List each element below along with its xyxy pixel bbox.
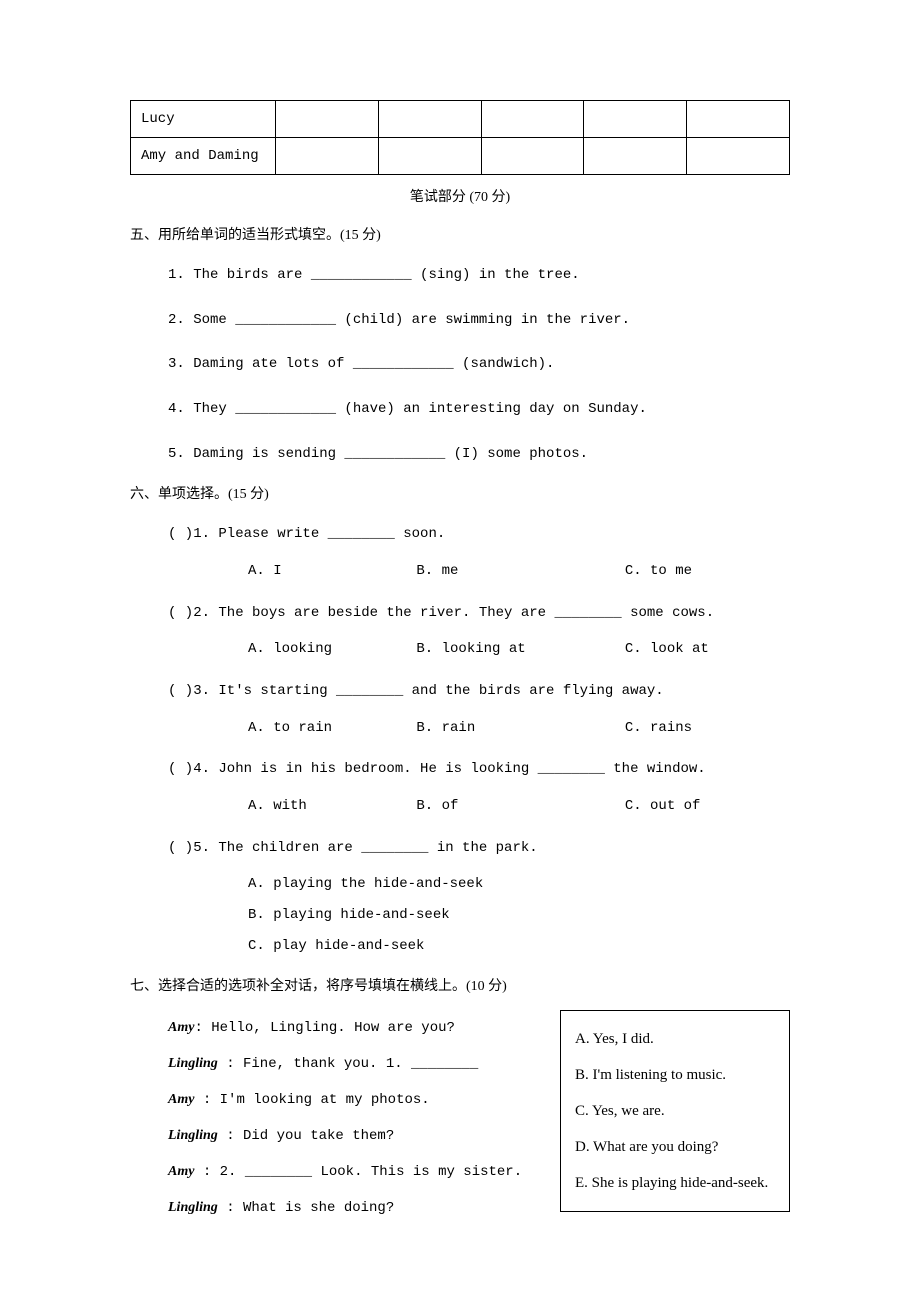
- section5-q5: 5. Daming is sending ____________ (I) so…: [168, 439, 790, 470]
- table-cell: [481, 101, 584, 138]
- speaker: Lingling: [168, 1056, 218, 1071]
- section6-q2-options: A. looking B. looking at C. look at: [248, 634, 790, 665]
- page-container: Lucy Amy and Daming 笔试部分 (70 分) 五、用所给单词的…: [0, 0, 920, 1302]
- option-b: B. rain: [416, 713, 616, 744]
- table-cell: [378, 101, 481, 138]
- dialog-text: : Hello, Lingling. How are you?: [194, 1020, 454, 1036]
- section6-questions: ( )1. Please write ________ soon. A. I B…: [168, 518, 790, 962]
- option-a: A. with: [248, 791, 408, 822]
- speaker: Amy: [168, 1020, 194, 1035]
- option-c: C. look at: [625, 634, 709, 665]
- dialog-line: Amy : 2. ________ Look. This is my siste…: [168, 1154, 552, 1190]
- section6-q5-stem: ( )5. The children are ________ in the p…: [168, 832, 790, 866]
- dialog-text: : Fine, thank you. 1. ________: [218, 1056, 478, 1072]
- section6-q2-stem: ( )2. The boys are beside the river. The…: [168, 597, 790, 631]
- speaker: Amy: [168, 1092, 194, 1107]
- section6-q1-options: A. I B. me C. to me: [248, 556, 790, 587]
- section6-q4-options: A. with B. of C. out of: [248, 791, 790, 822]
- section6-q3-stem: ( )3. It's starting ________ and the bir…: [168, 675, 790, 709]
- table-cell: [275, 138, 378, 175]
- dialog-text: : I'm looking at my photos.: [194, 1092, 429, 1108]
- option-b: B. me: [416, 556, 616, 587]
- speaker: Lingling: [168, 1200, 218, 1215]
- option-a: A. playing the hide-and-seek: [248, 869, 790, 900]
- option-a: A. I: [248, 556, 408, 587]
- table-cell: [275, 101, 378, 138]
- section5-q4: 4. They ____________ (have) an interesti…: [168, 394, 790, 425]
- dialog-text: : Did you take them?: [218, 1128, 394, 1144]
- section6-q5-options: A. playing the hide-and-seek B. playing …: [248, 869, 790, 961]
- option-c: C. rains: [625, 713, 692, 744]
- option-b: B. looking at: [416, 634, 616, 665]
- table-cell: [584, 138, 687, 175]
- data-table: Lucy Amy and Daming: [130, 100, 790, 175]
- box-option-c: C. Yes, we are.: [575, 1093, 775, 1129]
- options-box: A. Yes, I did. B. I'm listening to music…: [560, 1010, 790, 1212]
- written-part-title: 笔试部分 (70 分): [130, 187, 790, 209]
- section6-heading: 六、单项选择。(15 分): [130, 484, 790, 506]
- dialog-line: Lingling : Did you take them?: [168, 1118, 552, 1154]
- section6-q1-stem: ( )1. Please write ________ soon.: [168, 518, 790, 552]
- section7-heading: 七、选择合适的选项补全对话，将序号填填在横线上。(10 分): [130, 976, 790, 998]
- section6-q4-stem: ( )4. John is in his bedroom. He is look…: [168, 753, 790, 787]
- option-b: B. playing hide-and-seek: [248, 900, 790, 931]
- table-cell: [687, 101, 790, 138]
- table-cell: [481, 138, 584, 175]
- box-option-a: A. Yes, I did.: [575, 1021, 775, 1057]
- section5-q1: 1. The birds are ____________ (sing) in …: [168, 260, 790, 291]
- box-option-b: B. I'm listening to music.: [575, 1057, 775, 1093]
- dialog-text: : What is she doing?: [218, 1200, 394, 1216]
- table-cell: [687, 138, 790, 175]
- dialog-line: Amy: Hello, Lingling. How are you?: [168, 1010, 552, 1046]
- option-c: C. play hide-and-seek: [248, 931, 790, 962]
- section5-q3: 3. Daming ate lots of ____________ (sand…: [168, 349, 790, 380]
- table-cell: Amy and Daming: [131, 138, 276, 175]
- dialog-line: Lingling : What is she doing?: [168, 1190, 552, 1226]
- dialog-line: Amy : I'm looking at my photos.: [168, 1082, 552, 1118]
- box-option-e: E. She is playing hide-and-seek.: [575, 1165, 775, 1201]
- section6-q3-options: A. to rain B. rain C. rains: [248, 713, 790, 744]
- option-b: B. of: [416, 791, 616, 822]
- dialog-text: : 2. ________ Look. This is my sister.: [194, 1164, 522, 1180]
- box-option-d: D. What are you doing?: [575, 1129, 775, 1165]
- section5-q2: 2. Some ____________ (child) are swimmin…: [168, 305, 790, 336]
- table-row: Lucy: [131, 101, 790, 138]
- option-a: A. to rain: [248, 713, 408, 744]
- table-cell: [584, 101, 687, 138]
- speaker: Amy: [168, 1164, 194, 1179]
- speaker: Lingling: [168, 1128, 218, 1143]
- dialog-line: Lingling : Fine, thank you. 1. ________: [168, 1046, 552, 1082]
- table-cell: Lucy: [131, 101, 276, 138]
- table-row: Amy and Daming: [131, 138, 790, 175]
- table-cell: [378, 138, 481, 175]
- option-c: C. out of: [625, 791, 701, 822]
- option-c: C. to me: [625, 556, 692, 587]
- dialog-lines: Amy: Hello, Lingling. How are you? Lingl…: [168, 1010, 552, 1226]
- option-a: A. looking: [248, 634, 408, 665]
- section5-heading: 五、用所给单词的适当形式填空。(15 分): [130, 225, 790, 247]
- dialog-container: Amy: Hello, Lingling. How are you? Lingl…: [130, 1010, 790, 1226]
